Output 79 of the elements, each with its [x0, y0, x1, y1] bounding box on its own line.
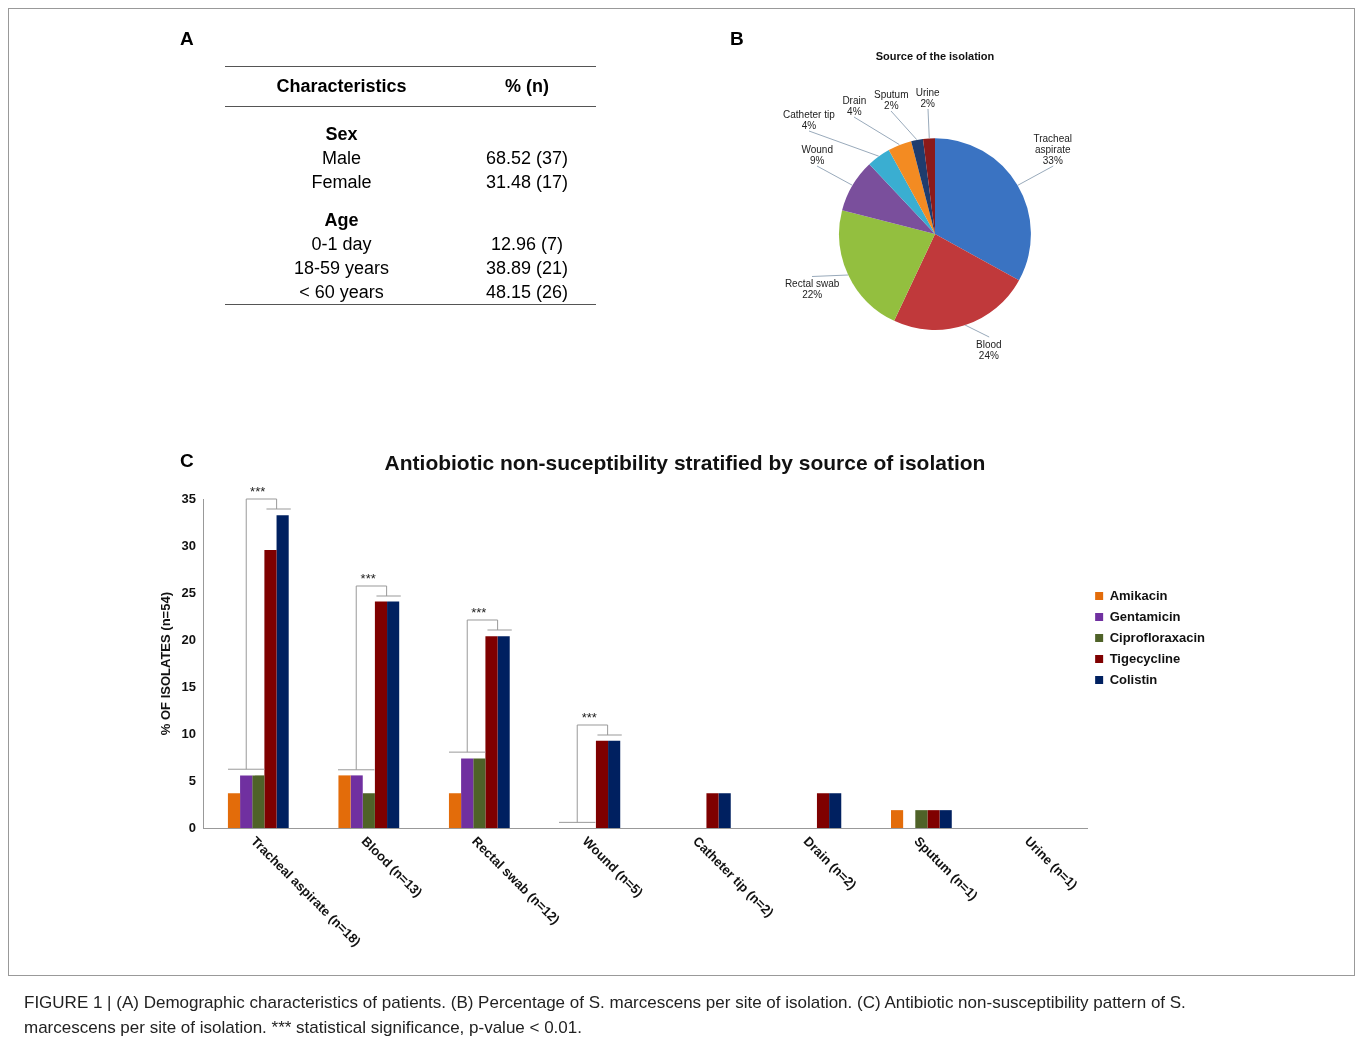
slice-label: Rectal swab — [784, 278, 840, 290]
legend-label: Ciprofloraxacin — [1109, 629, 1206, 645]
bar — [350, 775, 363, 828]
data-label: 4% — [801, 120, 817, 132]
category-label: Sex — [324, 123, 359, 146]
bar — [927, 810, 940, 828]
bar — [264, 549, 277, 828]
bar — [718, 793, 731, 828]
annotation: *** — [581, 709, 597, 725]
data-label: 2% — [884, 100, 899, 112]
bar — [338, 775, 351, 828]
bar — [448, 793, 462, 828]
data-label: 24% — [978, 350, 999, 362]
data-label: 22% — [802, 289, 823, 301]
text: 48.15 (26) — [486, 281, 569, 302]
annotation: *** — [250, 484, 266, 500]
category-label: 18-59 years — [293, 257, 391, 280]
y-tick-label: 20 — [181, 631, 197, 647]
data-label: 2% — [920, 98, 936, 110]
data-label: 9% — [810, 155, 825, 167]
category-label: Age — [323, 209, 360, 232]
slice-label: Blood — [976, 339, 1002, 351]
bar — [387, 601, 400, 828]
legend-label: Tigecycline — [1109, 650, 1181, 666]
text: 12.96 (7) — [491, 233, 564, 254]
category-label: Male — [321, 147, 363, 170]
y-tick-label: 35 — [181, 490, 197, 506]
bar — [485, 636, 498, 828]
text: A — [180, 28, 194, 50]
text: % (n) — [504, 75, 551, 98]
bar — [706, 793, 719, 828]
bar — [227, 793, 241, 828]
annotation: *** — [471, 605, 487, 621]
text: C — [180, 450, 194, 472]
bar — [915, 810, 928, 828]
text: 68.52 (37) — [486, 147, 569, 168]
slice-label: Tracheal aspirate — [1033, 133, 1073, 156]
bar — [473, 758, 486, 828]
text: 31.48 (17) — [486, 171, 569, 192]
bar — [240, 775, 253, 828]
legend-label: Colistin — [1109, 671, 1158, 687]
annotation: *** — [360, 570, 376, 586]
bar — [608, 740, 621, 828]
slice-label: Wound — [801, 144, 833, 156]
y-tick-label: 25 — [181, 584, 197, 600]
caption: FIGURE 1 | (A) Demographic characteristics of patients. (B) Percentage of S. marcescens per site of isolation. (C) Antibiotic non-susceptibility pattern of S. marcescens per site of isolation. *** statistical significance, p-value < 0.01. — [24, 992, 1187, 1039]
y-axis-title: % OF ISOLATES (n=54) — [158, 592, 174, 736]
text: 38.89 (21) — [486, 257, 569, 278]
bar — [816, 793, 830, 828]
bar — [252, 775, 265, 828]
category-label: < 60 years — [298, 281, 385, 304]
bar — [276, 515, 289, 828]
bar — [461, 758, 474, 828]
data-label: 33% — [1042, 155, 1063, 167]
slice-label: Catheter tip — [783, 109, 836, 121]
chart-title: Source of the isolation — [875, 49, 995, 62]
bar — [497, 636, 510, 828]
slice-label: Urine — [915, 87, 941, 99]
bar — [939, 810, 952, 828]
legend-label: Amikacin — [1109, 587, 1168, 603]
y-tick-label: 30 — [181, 537, 197, 553]
chart-title: Antiobiotic non-suceptibility stratified by source of isolation — [384, 451, 986, 475]
data-label: 4% — [847, 106, 862, 118]
bar — [595, 740, 609, 828]
bar — [829, 793, 842, 828]
category-label: 0-1 day — [310, 233, 373, 256]
text: Characteristics — [275, 75, 408, 98]
y-tick-label: 0 — [188, 819, 197, 835]
slice-label: Sputum — [874, 89, 909, 101]
bar — [890, 810, 904, 828]
slice-label: Drain — [842, 95, 867, 107]
y-tick-label: 10 — [181, 725, 197, 741]
bar — [362, 793, 375, 828]
text: B — [730, 28, 744, 50]
category-label: Female — [310, 171, 373, 194]
y-tick-label: 15 — [181, 678, 197, 694]
bar — [374, 601, 388, 828]
legend-label: Gentamicin — [1109, 608, 1181, 624]
y-tick-label: 5 — [188, 772, 197, 788]
